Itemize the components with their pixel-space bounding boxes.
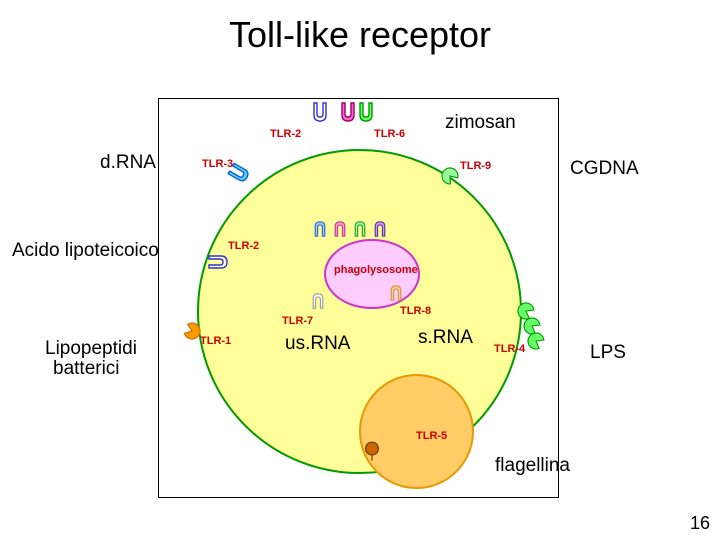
tlr-label-tlr-1: TLR-1 bbox=[200, 335, 231, 347]
tlr-label-tlr-2b: TLR-2 bbox=[228, 240, 259, 252]
page-number: 16 bbox=[690, 513, 710, 534]
receptor-phago-r3 bbox=[354, 220, 367, 238]
receptor-phago-r1 bbox=[314, 220, 327, 238]
receptor-tlr7 bbox=[312, 292, 325, 310]
receptor-phago-r2 bbox=[334, 220, 347, 238]
tlr-label-tlr-7: TLR-7 bbox=[282, 315, 313, 327]
receptor-tlr2-top-l bbox=[312, 101, 328, 123]
tlr-label-tlr-6: TLR-6 bbox=[374, 128, 405, 140]
phagolysosome-label: phagolysosome bbox=[334, 264, 418, 276]
receptor-tlr2b bbox=[207, 254, 229, 270]
tlr-label-tlr-5: TLR-5 bbox=[416, 430, 447, 442]
tlr-label-tlr-2a: TLR-2 bbox=[270, 128, 301, 140]
tlr-label-tlr-8: TLR-8 bbox=[400, 305, 431, 317]
ligand-label-acido: Acido lipoteicoico bbox=[12, 240, 159, 262]
tlr-label-tlr-9: TLR-9 bbox=[460, 160, 491, 172]
ligand-label-CGDNA: CGDNA bbox=[570, 158, 639, 180]
ligand-label-sRNA: s.RNA bbox=[418, 327, 473, 349]
ligand-label-flagellina: flagellina bbox=[495, 455, 570, 477]
receptor-tlr8 bbox=[390, 284, 403, 302]
tlr-label-tlr-4: TLR-4 bbox=[494, 343, 525, 355]
ligand-label-zimosan: zimosan bbox=[445, 112, 516, 134]
ligand-label-lipopeptidi2: batterici bbox=[53, 358, 120, 380]
page-title: Toll-like receptor bbox=[0, 14, 720, 56]
ligand-label-dRNA: d.RNA bbox=[100, 152, 156, 174]
receptor-phago-r4 bbox=[374, 220, 387, 238]
receptor-tlr5 bbox=[364, 440, 380, 462]
ligand-label-usRNA: us.RNA bbox=[285, 333, 350, 355]
ligand-label-LPS: LPS bbox=[590, 342, 626, 364]
ligand-label-lipopeptidi1: Lipopeptidi bbox=[45, 338, 137, 360]
receptor-tlr2-top-r bbox=[358, 101, 374, 123]
receptor-tlr6-top bbox=[340, 101, 356, 123]
